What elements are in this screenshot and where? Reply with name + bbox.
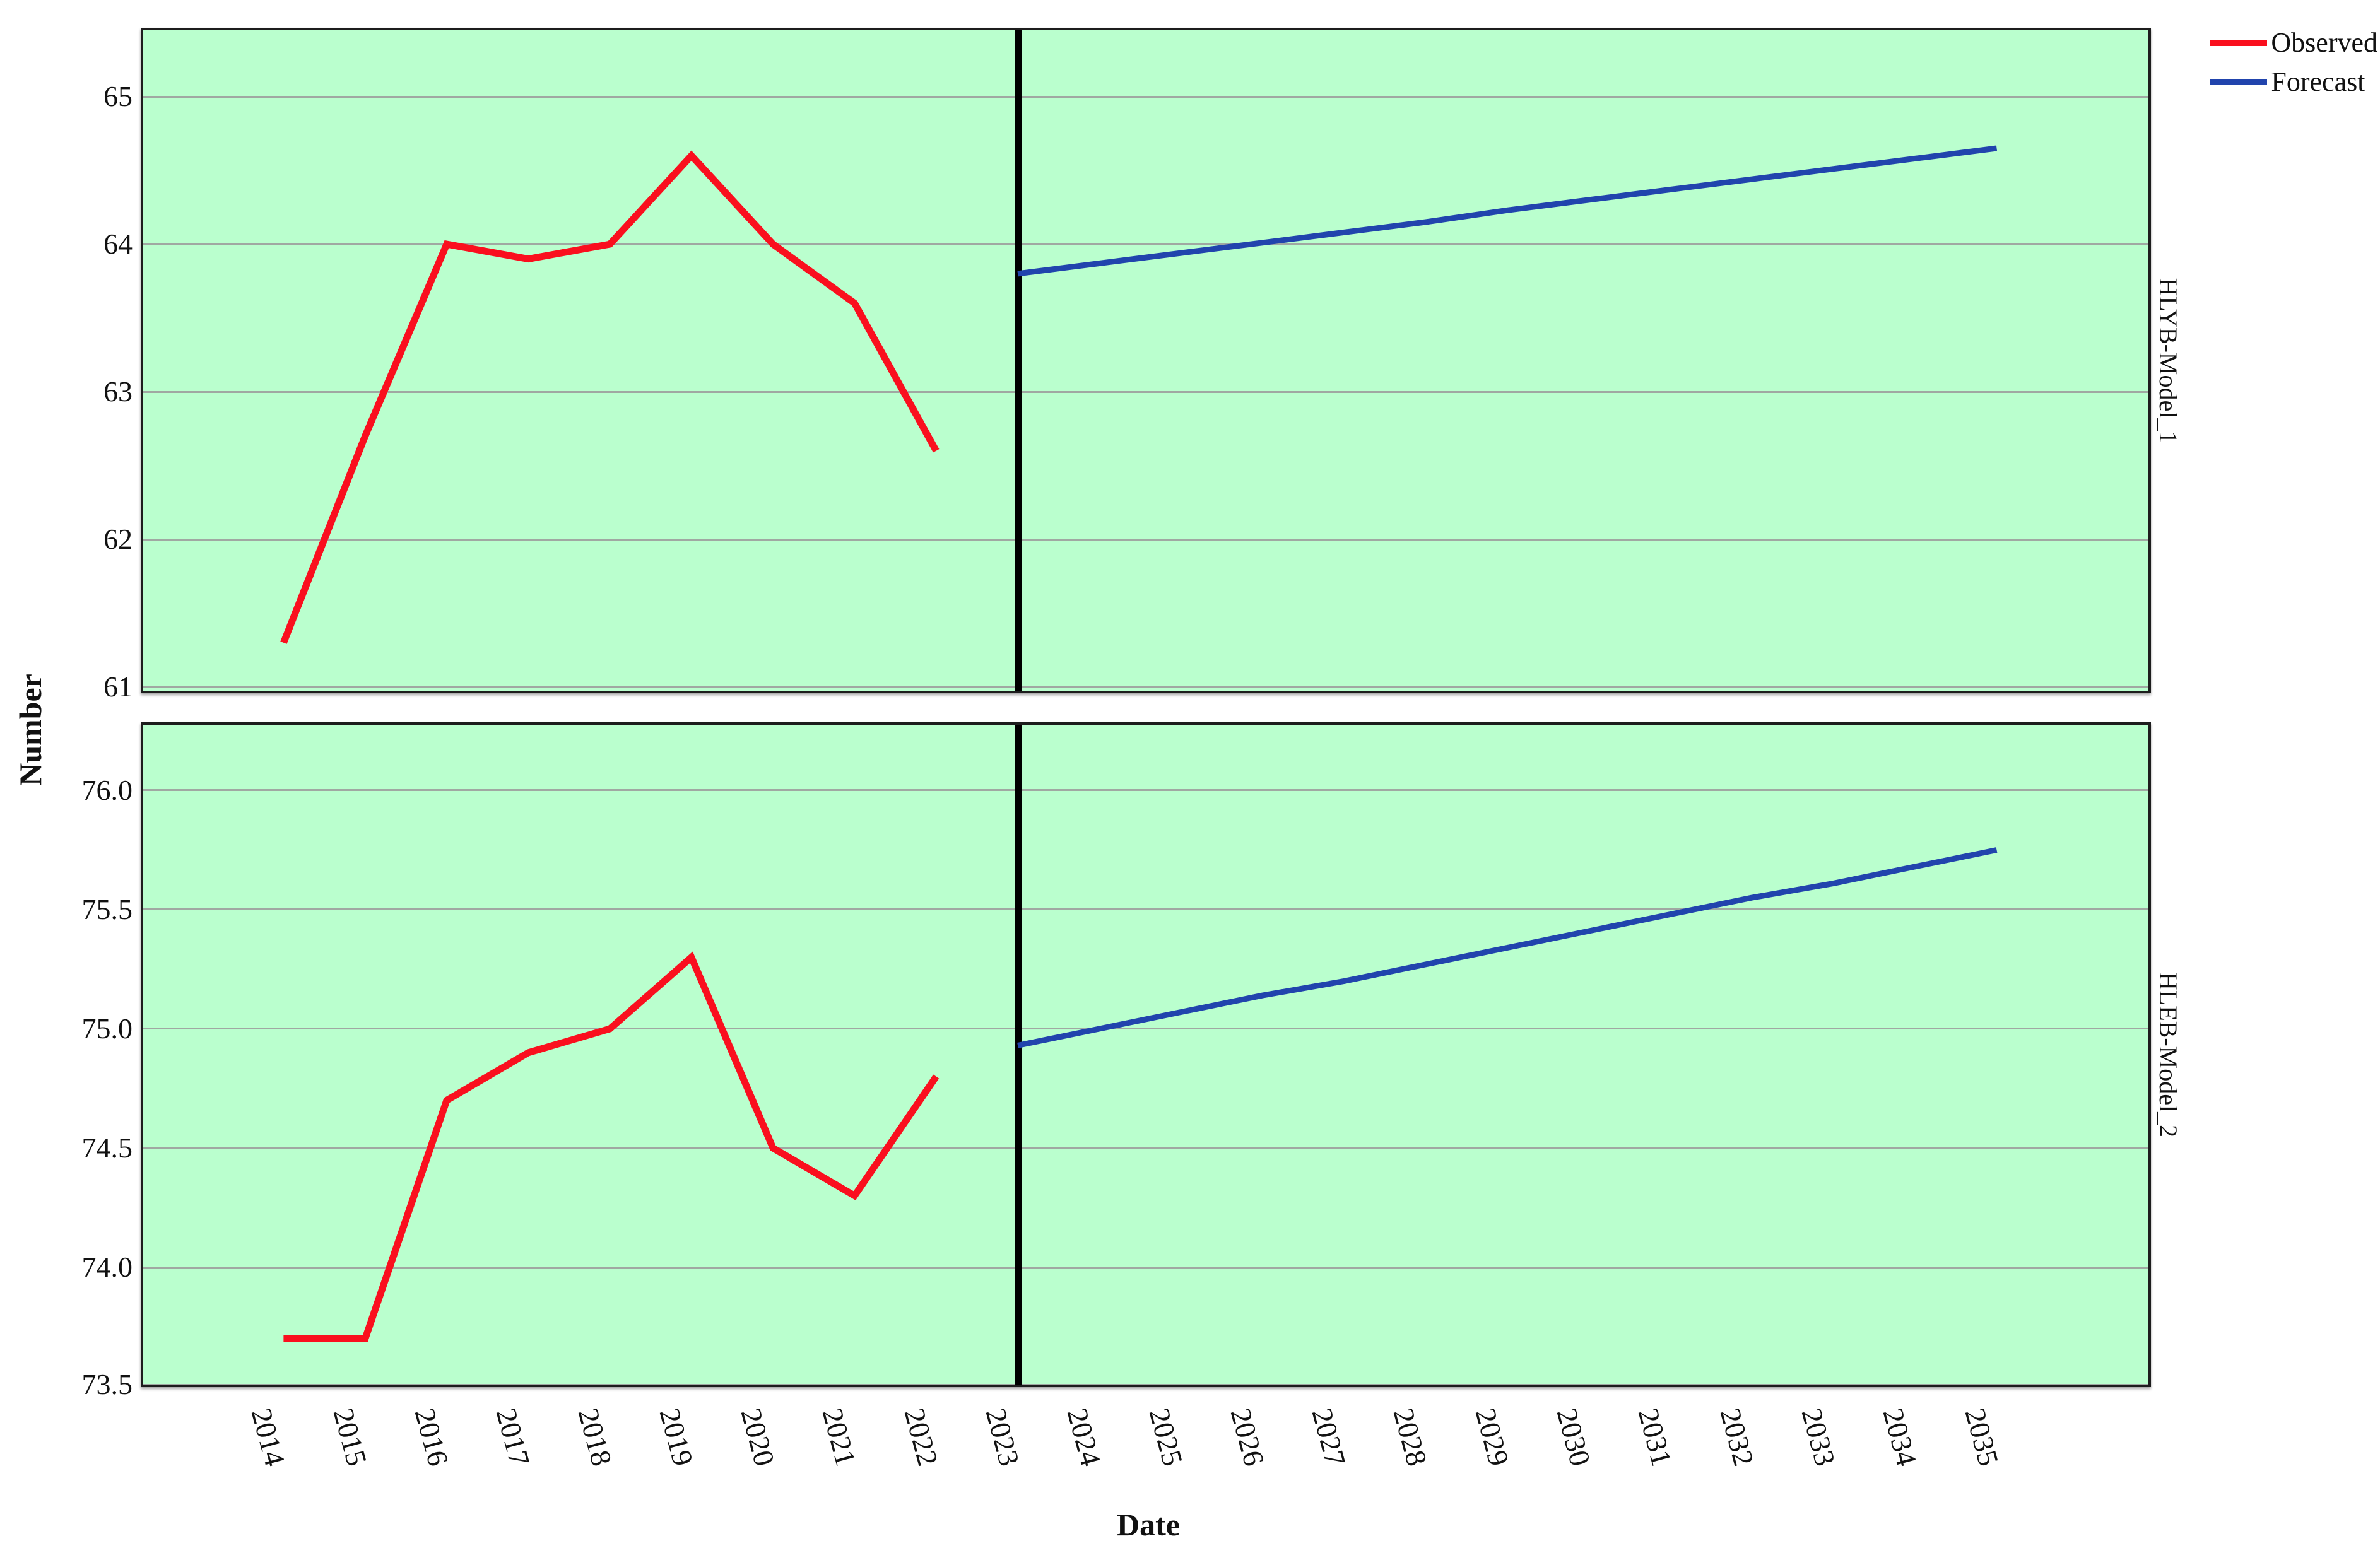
x-tick-label: 2032 xyxy=(1714,1405,1760,1470)
x-tick-label: 2031 xyxy=(1632,1405,1679,1470)
x-tick-label: 2020 xyxy=(734,1405,781,1470)
y-gridline xyxy=(143,1147,2148,1149)
chart-panel-bottom xyxy=(141,722,2151,1387)
series-plot xyxy=(283,847,1998,1342)
y-tick-label: 73.5 xyxy=(81,1368,133,1400)
plot-area-bottom xyxy=(143,725,2148,1385)
x-tick-label: 2028 xyxy=(1387,1405,1434,1470)
y-gridline xyxy=(143,789,2148,792)
y-tick-label: 75.5 xyxy=(81,893,133,925)
x-tick-label: 2017 xyxy=(490,1405,536,1470)
series-plot xyxy=(280,145,1998,644)
y-tick-label: 76.0 xyxy=(81,773,133,806)
x-tick-label: 2015 xyxy=(327,1405,374,1470)
x-tick-label: 2023 xyxy=(979,1405,1026,1470)
legend-label-observed: Observed xyxy=(2271,27,2377,58)
x-tick-label: 2026 xyxy=(1224,1405,1271,1470)
y-tick-label: 63 xyxy=(103,375,133,408)
y-gridline xyxy=(143,1266,2148,1269)
x-tick-label: 2024 xyxy=(1061,1405,1108,1470)
observed-line-swatch xyxy=(2210,40,2268,46)
y-tick-label: 74.5 xyxy=(81,1131,133,1164)
x-tick-label: 2021 xyxy=(816,1405,863,1470)
plot-area-top xyxy=(143,30,2148,691)
x-tick-label: 2035 xyxy=(1959,1405,2005,1470)
legend-label-forecast: Forecast xyxy=(2271,66,2365,97)
y-gridline xyxy=(143,390,2148,393)
y-tick-label: 65 xyxy=(103,80,133,113)
x-axis-title: Date xyxy=(1117,1507,1180,1542)
x-tick-label: 2022 xyxy=(898,1405,945,1470)
forecast-separator-line xyxy=(1014,30,1022,691)
y-tick-label: 74.0 xyxy=(81,1251,133,1283)
y-gridline xyxy=(143,1028,2148,1030)
y-gridline xyxy=(143,908,2148,911)
y-tick-label: 64 xyxy=(103,228,133,261)
x-tick-label: 2019 xyxy=(653,1405,700,1470)
x-tick-label: 2018 xyxy=(572,1405,618,1470)
y-tick-label: 62 xyxy=(103,523,133,556)
panel-label-model-1: HLYB-Model_1 xyxy=(2154,278,2183,443)
legend-item-forecast: Forecast xyxy=(2210,67,2377,97)
observed-line xyxy=(280,150,940,644)
y-tick-label: 75.0 xyxy=(81,1012,133,1045)
x-tick-label: 2014 xyxy=(245,1405,292,1470)
forecast-line xyxy=(1017,145,1998,277)
x-tick-label: 2030 xyxy=(1550,1405,1597,1470)
x-tick-label: 2033 xyxy=(1795,1405,1842,1470)
y-gridline xyxy=(143,1383,2148,1385)
x-tick-label: 2025 xyxy=(1143,1405,1189,1470)
x-tick-label: 2016 xyxy=(408,1405,455,1470)
y-gridline xyxy=(143,243,2148,245)
forecast-separator-line xyxy=(1014,725,1022,1385)
y-tick-label: 61 xyxy=(103,671,133,703)
chart-panel-top xyxy=(141,28,2151,693)
legend-item-observed: Observed xyxy=(2210,28,2377,58)
observed-line xyxy=(283,951,940,1342)
x-tick-label: 2034 xyxy=(1876,1405,1923,1470)
y-gridline xyxy=(143,538,2148,541)
forecast-line xyxy=(1017,847,1998,1048)
x-tick-label: 2029 xyxy=(1469,1405,1516,1470)
y-gridline xyxy=(143,686,2148,688)
forecast-line-swatch xyxy=(2210,79,2268,85)
y-gridline xyxy=(143,95,2148,98)
x-tick-label: 2027 xyxy=(1305,1405,1352,1470)
legend: Observed Forecast xyxy=(2210,28,2377,106)
panel-label-model-2: HLEB-Model_2 xyxy=(2154,971,2183,1138)
